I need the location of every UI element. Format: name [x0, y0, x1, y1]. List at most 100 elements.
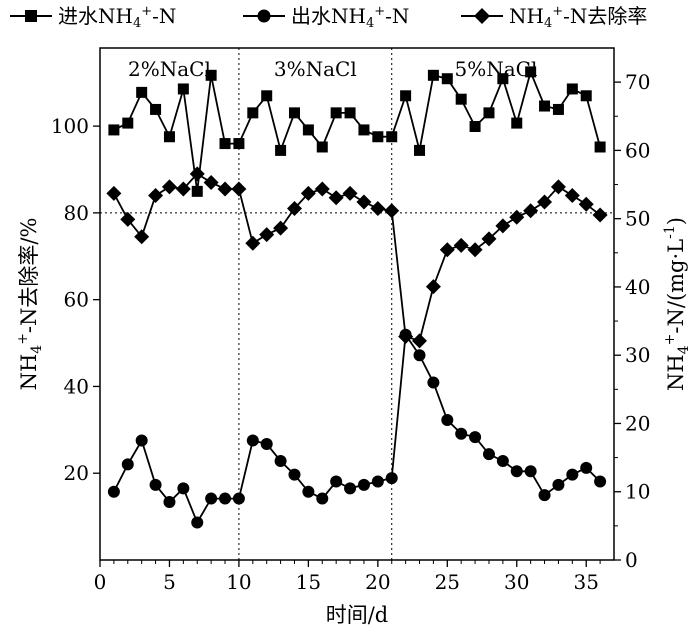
data-point-removal	[412, 333, 428, 349]
data-point-influent	[108, 124, 120, 136]
y-left-axis-label: NH4+-N去除率/%	[15, 218, 45, 391]
data-point-influent	[497, 73, 509, 85]
data-point-removal	[439, 242, 455, 258]
data-point-influent	[358, 124, 370, 136]
y-right-tick-label: 20	[625, 411, 650, 435]
data-point-influent	[247, 107, 259, 119]
data-point-effluent	[163, 495, 176, 508]
data-point-removal	[203, 175, 219, 191]
series-line-removal	[113, 172, 601, 343]
data-point-influent	[427, 69, 439, 81]
data-point-influent	[150, 103, 162, 115]
data-point-influent	[469, 121, 481, 133]
data-point-removal	[273, 220, 289, 236]
data-point-removal	[564, 188, 580, 204]
data-point-effluent	[552, 478, 565, 491]
data-point-effluent	[566, 468, 579, 481]
data-point-influent	[511, 117, 523, 129]
data-point-influent	[163, 131, 175, 143]
data-point-effluent	[496, 455, 509, 468]
data-point-effluent	[107, 485, 120, 498]
legend-marker-removal	[474, 8, 490, 24]
y-left-tick-label: 40	[64, 374, 89, 398]
y-right-tick-label: 70	[625, 70, 650, 94]
data-point-removal	[314, 181, 330, 197]
y-left-tick-label: 20	[64, 461, 89, 485]
data-point-removal	[509, 209, 525, 225]
data-point-effluent	[510, 465, 523, 478]
data-point-removal	[328, 190, 344, 206]
data-point-removal	[259, 227, 275, 243]
y-right-tick-label: 30	[625, 343, 650, 367]
data-point-influent	[344, 107, 356, 119]
data-point-effluent	[413, 349, 426, 362]
data-point-removal	[134, 229, 150, 245]
legend-label-influent: 进水NH4+-N	[58, 4, 176, 31]
data-point-removal	[398, 329, 414, 345]
data-point-effluent	[149, 478, 162, 491]
legend-marker-influent	[25, 10, 37, 22]
data-point-influent	[288, 107, 300, 119]
data-point-influent	[566, 83, 578, 95]
data-point-removal	[592, 207, 608, 223]
x-tick-label: 0	[94, 570, 107, 594]
data-point-removal	[342, 185, 358, 201]
phase-label-3pct: 3%NaCl	[274, 57, 357, 81]
data-point-removal	[467, 242, 483, 258]
phase-label-5pct: 5%NaCl	[454, 57, 537, 81]
data-point-effluent	[177, 482, 190, 495]
data-point-removal	[453, 237, 469, 253]
data-point-removal	[537, 194, 553, 210]
series-layer	[106, 66, 608, 529]
data-point-influent	[594, 141, 606, 153]
data-point-effluent	[288, 468, 301, 481]
data-point-influent	[552, 103, 564, 115]
data-point-removal	[286, 201, 302, 217]
data-point-effluent	[538, 489, 551, 502]
data-point-removal	[550, 179, 566, 195]
legend: 进水NH4+-N 出水NH4+-N NH4+-N去除率	[10, 4, 647, 31]
x-tick-label: 25	[435, 570, 460, 594]
plot-frame	[99, 47, 615, 561]
data-point-influent	[302, 124, 314, 136]
data-point-removal	[245, 235, 261, 251]
x-axis-label: 时间/d	[326, 603, 389, 627]
y-left-tick-label: 100	[51, 114, 89, 138]
data-point-influent	[525, 66, 537, 78]
x-tick-label: 10	[226, 570, 251, 594]
data-point-influent	[205, 69, 217, 81]
data-point-effluent	[316, 492, 329, 505]
data-point-effluent	[135, 434, 148, 447]
data-point-effluent	[260, 437, 273, 450]
y-right-axis-label: NH4+-N/(mg·L-1)	[662, 217, 692, 391]
y-left-tick-label: 80	[64, 201, 89, 225]
y-left-tick-label: 60	[64, 288, 89, 312]
data-point-removal	[175, 181, 191, 197]
data-point-effluent	[205, 492, 218, 505]
data-point-effluent	[427, 376, 440, 389]
data-point-influent	[455, 93, 467, 105]
data-point-influent	[191, 185, 203, 197]
data-point-removal	[384, 203, 400, 219]
data-point-removal	[148, 188, 164, 204]
data-point-effluent	[469, 431, 482, 444]
legend-marker-effluent	[257, 9, 271, 23]
data-point-influent	[539, 100, 551, 112]
data-point-effluent	[191, 516, 204, 529]
data-point-influent	[400, 90, 412, 102]
data-point-effluent	[455, 427, 468, 440]
data-point-removal	[161, 179, 177, 195]
data-point-effluent	[246, 434, 259, 447]
data-point-influent	[441, 73, 453, 85]
x-tick-label: 30	[504, 570, 529, 594]
data-point-effluent	[357, 478, 370, 491]
data-point-removal	[425, 279, 441, 295]
data-point-influent	[372, 131, 384, 143]
legend-label-effluent: 出水NH4+-N	[291, 4, 409, 31]
data-point-effluent	[274, 455, 287, 468]
series-line-effluent	[113, 332, 601, 525]
data-point-influent	[414, 144, 426, 156]
data-point-removal	[356, 194, 372, 210]
y-right-tick-label: 10	[625, 480, 650, 504]
y-right-tick-label: 0	[625, 548, 638, 572]
